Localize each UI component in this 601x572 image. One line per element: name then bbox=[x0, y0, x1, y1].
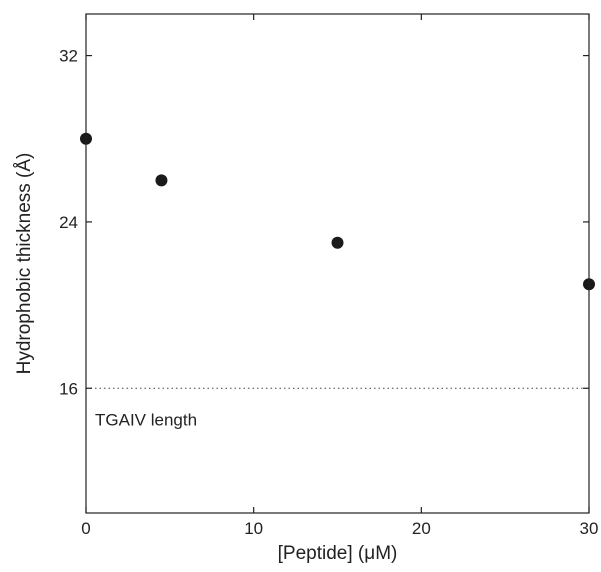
y-axis-label: Hydrophobic thickness (Å) bbox=[14, 153, 35, 375]
x-tick-label: 10 bbox=[244, 519, 263, 538]
data-point bbox=[155, 174, 168, 187]
x-tick-label: 0 bbox=[81, 519, 90, 538]
x-axis-label: [Peptide] (μM) bbox=[278, 543, 398, 564]
data-point bbox=[331, 236, 344, 249]
y-tick-label: 16 bbox=[59, 379, 78, 398]
x-tick-label: 30 bbox=[580, 519, 599, 538]
x-tick-label: 20 bbox=[412, 519, 431, 538]
y-tick-label: 32 bbox=[59, 47, 78, 66]
ticks-group: 0 10 20 30 16 24 32 bbox=[59, 14, 598, 538]
reference-line-label: TGAIV length bbox=[95, 410, 197, 429]
plot-frame bbox=[85, 13, 590, 514]
y-tick-label: 24 bbox=[59, 213, 78, 232]
data-points-group bbox=[80, 132, 595, 291]
